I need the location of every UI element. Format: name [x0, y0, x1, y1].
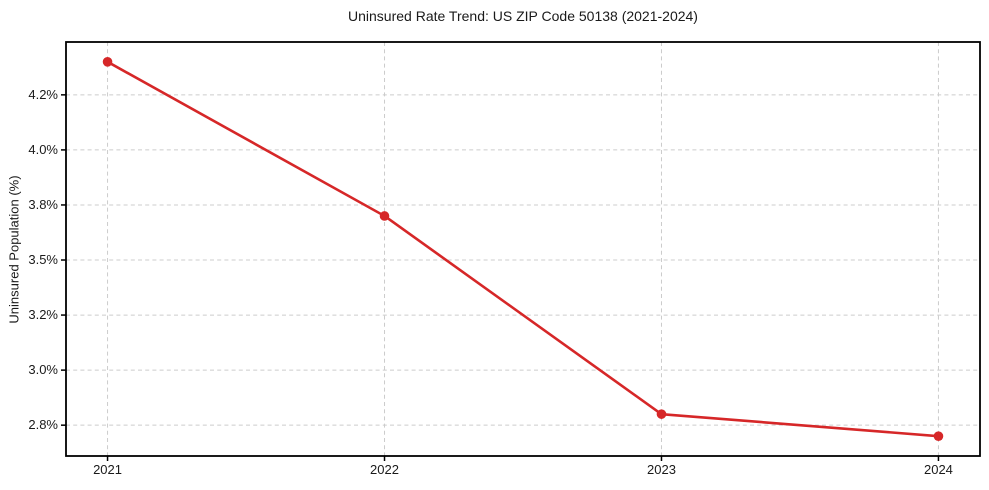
x-tick-label: 2021	[93, 462, 122, 477]
y-tick-label: 3.2%	[28, 307, 58, 323]
y-axis-label: Uninsured Population (%)	[6, 175, 22, 324]
plot-spines	[65, 41, 981, 457]
y-tick-label: 3.0%	[28, 362, 58, 378]
y-tick-label: 2.8%	[28, 417, 58, 433]
y-tick-label: 4.0%	[28, 141, 58, 157]
trend-line	[106, 60, 940, 438]
data-point-2022	[379, 211, 390, 221]
data-point-2023	[656, 409, 667, 419]
x-tick-label: 2023	[647, 462, 676, 477]
data-point-2021	[102, 57, 113, 67]
x-tick-label: 2024	[923, 462, 953, 477]
data-point-2024	[933, 431, 944, 441]
chart-title: Uninsured Rate Trend: US ZIP Code 50138 …	[348, 8, 698, 24]
x-tick-label: 2022	[370, 462, 399, 477]
y-tick-label: 4.2%	[28, 86, 58, 102]
y-tick-label: 3.8%	[28, 196, 58, 212]
y-tick-label: 3.5%	[28, 252, 58, 267]
